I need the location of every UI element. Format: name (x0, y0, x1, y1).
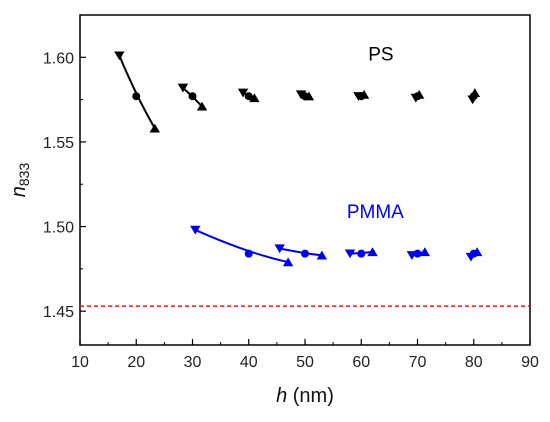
ps-up-marker (358, 89, 370, 99)
y-axis-title: n833 (8, 163, 32, 198)
pmma-down-marker (274, 244, 285, 254)
x-tick-label: 10 (71, 354, 89, 371)
pmma-up-marker (471, 247, 483, 257)
ps-circle-marker (188, 92, 197, 101)
pmma-curve (194, 229, 289, 264)
pmma-up-marker (316, 250, 328, 260)
x-tick-label: 40 (240, 354, 258, 371)
ticks-layer: 10 20 30 40 50 60 70 80 90 1.45 1.50 1.55 1.60 (43, 50, 539, 371)
pmma-circle-marker (244, 249, 253, 258)
ps-up-marker (196, 101, 208, 111)
y-tick-label: 1.60 (43, 50, 74, 67)
pmma-down-marker (344, 249, 356, 259)
ps-up-marker (149, 123, 161, 133)
pmma-up-marker (419, 247, 431, 257)
pmma-curve (279, 247, 322, 257)
x-tick-label: 90 (521, 354, 539, 371)
pmma-circle-marker (357, 249, 366, 258)
ps-up-marker (249, 93, 260, 103)
ps-label: PS (368, 45, 393, 66)
pmma-down-marker (190, 225, 201, 235)
ps-down-marker (114, 51, 125, 61)
x-tick-label: 70 (409, 354, 427, 371)
x-tick-label: 80 (465, 354, 483, 371)
ps-down-marker (237, 88, 249, 98)
pmma-up-marker (367, 247, 378, 257)
y-tick-label: 1.45 (43, 304, 74, 321)
ps-up-marker (303, 91, 315, 101)
ps-up-marker (469, 88, 481, 98)
pmma-circle-marker (301, 249, 309, 258)
x-tick-label: 50 (296, 354, 314, 371)
plot-frame (79, 14, 531, 346)
ps-circle-marker (244, 92, 253, 101)
pmma-up-marker (282, 257, 294, 267)
ps-circle-marker (132, 92, 141, 101)
series-layer (114, 51, 483, 267)
x-tick-label: 60 (352, 354, 370, 371)
x-axis-title: h (nm) (276, 385, 334, 407)
x-tick-label: 30 (184, 354, 202, 371)
pmma-circle-marker (413, 249, 422, 258)
x-tick-label: 20 (127, 354, 145, 371)
ps-up-marker (413, 89, 425, 99)
series-labels-layer: PS PMMA (347, 45, 404, 223)
ps-down-marker (177, 83, 189, 93)
ps-curve (118, 55, 156, 129)
y-tick-label: 1.50 (43, 220, 74, 237)
pmma-label: PMMA (347, 202, 404, 223)
y-tick-label: 1.55 (43, 135, 74, 152)
